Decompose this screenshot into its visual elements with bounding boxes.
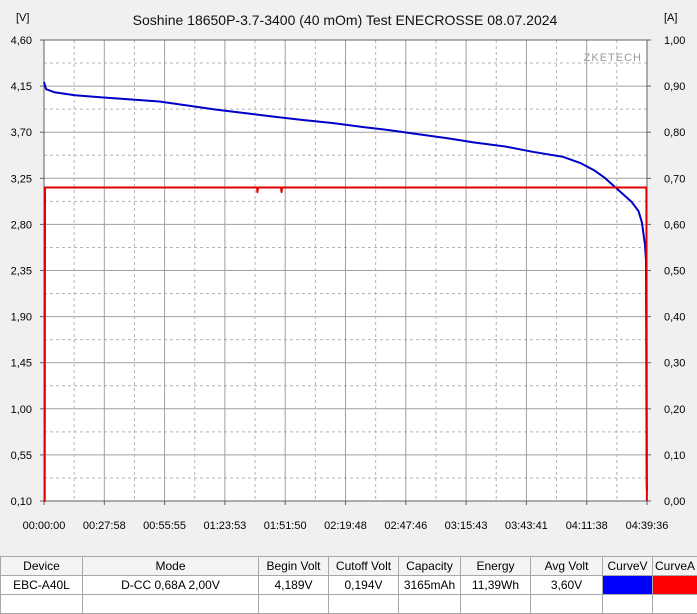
summary-table: Device Mode Begin Volt Cutoff Volt Capac… <box>0 556 697 614</box>
grid <box>43 39 648 502</box>
col-mode-header: Mode <box>82 556 259 576</box>
x-tick-label: 04:11:38 <box>566 520 608 532</box>
y-right-tick-label: 0,20 <box>664 404 685 416</box>
y-left-tick-label: 1,00 <box>11 404 32 416</box>
tick-labels: 4,60 4,15 3,70 3,25 2,80 2,35 1,90 1,45 1,00 0,55… <box>11 35 686 532</box>
y-left-tick-label: 3,70 <box>11 127 32 139</box>
col-curve-v-header: CurveV <box>602 556 653 576</box>
chart-title: Soshine 18650P-3.7-3400 (40 mOm) Test EN… <box>133 12 558 28</box>
cell-mode: D-CC 0,68A 2,00V <box>82 575 259 595</box>
col-begin-volt-header: Begin Volt <box>258 556 329 576</box>
col-capacity-header: Capacity <box>398 556 461 576</box>
x-tick-label: 00:00:00 <box>23 520 66 532</box>
table-header-row: Device Mode Begin Volt Cutoff Volt Capac… <box>0 556 697 576</box>
y-right-tick-label: 0,50 <box>664 266 685 278</box>
table-row: EBC-A40L D-CC 0,68A 2,00V 4,189V 0,194V … <box>0 575 697 595</box>
col-curve-a-header: CurveA <box>652 556 697 576</box>
cell-energy: 11,39Wh <box>460 575 531 595</box>
x-tick-label: 03:15:43 <box>445 520 488 532</box>
cell-avg-volt: 3,60V <box>530 575 603 595</box>
cell-cutoff-volt: 0,194V <box>328 575 399 595</box>
voltage-series-line <box>43 81 648 491</box>
x-tick-label: 00:55:55 <box>143 520 186 532</box>
table-empty-row <box>0 594 697 614</box>
cell-capacity: 3165mAh <box>398 575 461 595</box>
x-tick-label: 01:51:50 <box>264 520 307 532</box>
col-energy-header: Energy <box>460 556 531 576</box>
y-left-tick-label: 3,25 <box>11 173 32 185</box>
y-left-tick-label: 2,80 <box>11 219 32 231</box>
x-tick-label: 02:47:46 <box>384 520 427 532</box>
y-left-tick-label: 1,45 <box>11 358 32 370</box>
y-right-tick-label: 0,70 <box>664 173 685 185</box>
y-right-tick-label: 0,00 <box>664 496 685 508</box>
x-tick-label: 03:43:41 <box>505 520 548 532</box>
watermark-label: ZKETECH <box>584 52 642 64</box>
col-cutoff-volt-header: Cutoff Volt <box>328 556 399 576</box>
y-left-tick-label: 2,35 <box>11 266 32 278</box>
col-device-header: Device <box>0 556 83 576</box>
y-left-tick-label: 1,90 <box>11 312 32 324</box>
y-left-tick-label: 0,10 <box>11 496 32 508</box>
x-tick-label: 02:19:48 <box>324 520 367 532</box>
col-avg-volt-header: Avg Volt <box>530 556 603 576</box>
y-right-tick-label: 0,40 <box>664 312 685 324</box>
x-tick-label: 04:39:36 <box>626 520 669 532</box>
y-right-tick-label: 1,00 <box>664 35 685 47</box>
cell-device: EBC-A40L <box>0 575 83 595</box>
y-right-tick-label: 0,90 <box>664 81 685 93</box>
y-right-tick-label: 0,30 <box>664 358 685 370</box>
cell-begin-volt: 4,189V <box>258 575 329 595</box>
y-left-tick-label: 4,60 <box>11 35 32 47</box>
y-right-tick-label: 0,60 <box>664 219 685 231</box>
left-axis-unit: [V] <box>16 12 29 24</box>
y-right-tick-label: 0,10 <box>664 450 685 462</box>
current-series-line <box>43 186 648 502</box>
right-axis-unit: [A] <box>664 12 677 24</box>
y-left-tick-label: 4,15 <box>11 81 32 93</box>
curve-v-swatch <box>602 575 653 595</box>
x-tick-label: 01:23:53 <box>203 520 246 532</box>
x-tick-label: 00:27:58 <box>83 520 126 532</box>
series-group <box>43 81 648 502</box>
y-left-tick-label: 0,55 <box>11 450 32 462</box>
curve-a-swatch <box>652 575 697 595</box>
chart: Soshine 18650P-3.7-3400 (40 mOm) Test EN… <box>11 12 686 532</box>
y-right-tick-label: 0,80 <box>664 127 685 139</box>
